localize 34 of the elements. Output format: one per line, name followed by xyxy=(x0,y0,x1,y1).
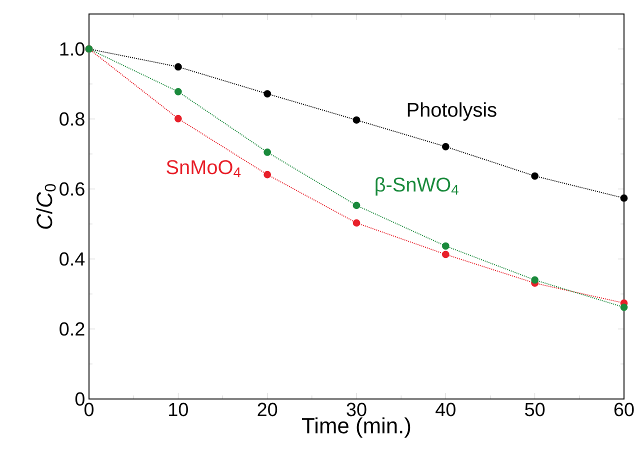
point xyxy=(264,148,272,156)
point xyxy=(174,63,182,71)
x-tick-label: 30 xyxy=(346,402,366,416)
x-tick-label: 50 xyxy=(525,402,545,416)
series-label: SnMoO$_{4}$ xyxy=(166,160,241,178)
point xyxy=(264,170,272,178)
point xyxy=(442,142,450,150)
point xyxy=(352,116,360,124)
x-tick-label: 60 xyxy=(614,402,634,416)
point xyxy=(531,172,539,180)
y-tick-label: 0.6 xyxy=(60,182,84,196)
y-tick-label: 0.4 xyxy=(60,252,85,266)
point xyxy=(352,202,360,210)
point xyxy=(620,304,628,311)
y-axis-title: C/C$_{0}$ xyxy=(36,184,56,229)
point xyxy=(352,219,360,227)
point xyxy=(442,242,450,250)
x-tick-label: 40 xyxy=(436,402,456,416)
y-tick-label: 1.0 xyxy=(60,42,84,56)
point xyxy=(264,90,272,98)
x-tick-label: 10 xyxy=(169,402,188,416)
y-tick-label: 0.2 xyxy=(60,322,84,336)
x-tick-label: 20 xyxy=(258,402,278,416)
y-tick-label: 0.8 xyxy=(60,112,84,126)
point xyxy=(442,250,450,258)
point xyxy=(531,276,539,284)
x-tick-label: 0 xyxy=(84,402,94,416)
point xyxy=(620,194,628,202)
series-label: β-SnWO$_{4}$ xyxy=(376,177,458,196)
x-axis-title: Time (min.) xyxy=(302,417,410,438)
y-tick-label: 0 xyxy=(75,392,84,406)
point xyxy=(174,88,182,96)
point xyxy=(174,114,182,122)
series-label: Photolysis xyxy=(408,102,496,121)
